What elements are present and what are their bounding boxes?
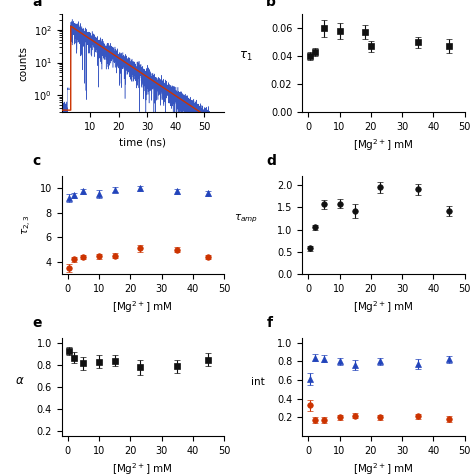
Text: b: b	[266, 0, 276, 9]
Text: c: c	[32, 154, 41, 168]
Y-axis label: $\tau_{2,3}$: $\tau_{2,3}$	[21, 215, 34, 236]
Y-axis label: $\tau_1$: $\tau_1$	[239, 50, 253, 63]
X-axis label: [Mg$^{2+}$] mM: [Mg$^{2+}$] mM	[112, 300, 173, 315]
X-axis label: [Mg$^{2+}$] mM: [Mg$^{2+}$] mM	[353, 137, 414, 154]
Text: a: a	[32, 0, 42, 9]
X-axis label: [Mg$^{2+}$] mM: [Mg$^{2+}$] mM	[353, 300, 414, 315]
Text: f: f	[266, 316, 273, 330]
Text: d: d	[266, 154, 276, 168]
X-axis label: [Mg$^{2+}$] mM: [Mg$^{2+}$] mM	[112, 461, 173, 474]
Y-axis label: $\alpha$: $\alpha$	[15, 374, 25, 387]
Y-axis label: $\tau_{amp}$: $\tau_{amp}$	[234, 213, 258, 225]
Y-axis label: counts: counts	[18, 46, 28, 81]
X-axis label: [Mg$^{2+}$] mM: [Mg$^{2+}$] mM	[353, 461, 414, 474]
X-axis label: time (ns): time (ns)	[119, 137, 166, 147]
Y-axis label: int: int	[251, 377, 264, 387]
Text: e: e	[32, 316, 42, 330]
